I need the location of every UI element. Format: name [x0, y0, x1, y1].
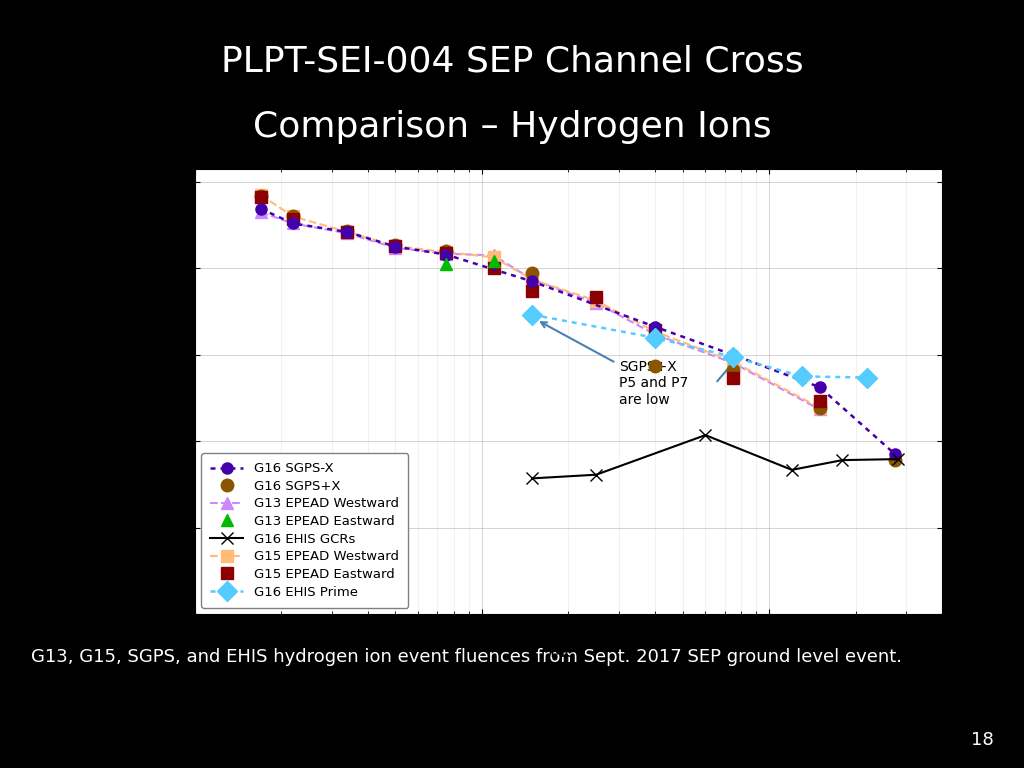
G15 EPEAD Westward	[727, 357, 739, 366]
G15 EPEAD Eastward	[487, 264, 500, 273]
G15 EPEAD Eastward	[439, 248, 452, 257]
G16 SGPS-X	[648, 322, 660, 331]
Text: PLPT-SEI-004 SEP Channel Cross: PLPT-SEI-004 SEP Channel Cross	[221, 45, 803, 78]
Line: G16 EHIS Prime: G16 EHIS Prime	[525, 308, 874, 385]
G15 EPEAD Eastward	[341, 227, 353, 237]
G16 EHIS GCRs	[526, 474, 539, 483]
G16 SGPS+X	[255, 191, 267, 200]
G15 EPEAD Westward	[813, 403, 825, 412]
G15 EPEAD Eastward	[813, 396, 825, 406]
G16 SGPS+X	[889, 455, 901, 464]
G16 EHIS GCRs	[590, 470, 602, 479]
Line: G13 EPEAD Westward: G13 EPEAD Westward	[255, 207, 825, 415]
G15 EPEAD Eastward	[727, 373, 739, 382]
G13 EPEAD Westward	[813, 405, 825, 414]
Line: G16 EHIS GCRs: G16 EHIS GCRs	[526, 429, 904, 485]
G16 SGPS-X	[341, 227, 353, 237]
Line: G13 EPEAD Eastward: G13 EPEAD Eastward	[439, 255, 500, 270]
G15 EPEAD Westward	[590, 296, 602, 305]
G16 SGPS+X	[287, 212, 299, 221]
G16 SGPS-X	[526, 277, 539, 286]
G16 SGPS-X	[889, 450, 901, 459]
G16 SGPS+X	[389, 240, 401, 250]
G16 EHIS Prime	[861, 373, 873, 382]
G16 SGPS+X	[439, 247, 452, 256]
Title: Hydrogen fluence 20170910 16UT - 20170914 18 UT: Hydrogen fluence 20170910 16UT - 2017091…	[348, 144, 788, 162]
G16 SGPS+X	[648, 362, 660, 371]
G15 EPEAD Eastward	[287, 214, 299, 223]
Legend: G16 SGPS-X, G16 SGPS+X, G13 EPEAD Westward, G13 EPEAD Eastward, G16 EHIS GCRs, G: G16 SGPS-X, G16 SGPS+X, G13 EPEAD Westwa…	[201, 453, 409, 607]
G16 EHIS GCRs	[837, 455, 849, 465]
G16 SGPS-X	[255, 204, 267, 214]
G15 EPEAD Westward	[389, 241, 401, 250]
G15 EPEAD Eastward	[648, 326, 660, 335]
G15 EPEAD Westward	[487, 253, 500, 262]
Line: G15 EPEAD Eastward: G15 EPEAD Eastward	[255, 190, 826, 408]
G16 SGPS-X	[287, 219, 299, 228]
G15 EPEAD Eastward	[526, 286, 539, 296]
G15 EPEAD Westward	[341, 227, 353, 237]
G13 EPEAD Westward	[287, 219, 299, 228]
X-axis label: MeV: MeV	[549, 644, 588, 661]
G16 SGPS-X	[389, 242, 401, 251]
G16 EHIS Prime	[727, 353, 739, 362]
Text: Comparison – Hydrogen Ions: Comparison – Hydrogen Ions	[253, 111, 771, 144]
G15 EPEAD Eastward	[590, 293, 602, 302]
G13 EPEAD Westward	[389, 243, 401, 253]
G16 EHIS GCRs	[892, 455, 904, 464]
G15 EPEAD Westward	[255, 190, 267, 200]
G16 EHIS GCRs	[785, 465, 798, 475]
G13 EPEAD Westward	[727, 359, 739, 368]
G13 EPEAD Eastward	[487, 257, 500, 266]
Line: G15 EPEAD Westward: G15 EPEAD Westward	[255, 190, 825, 413]
G16 SGPS-X	[727, 350, 739, 359]
G15 EPEAD Westward	[526, 275, 539, 284]
G13 EPEAD Eastward	[439, 259, 452, 268]
Text: 18: 18	[971, 731, 993, 750]
G15 EPEAD Eastward	[389, 241, 401, 250]
G16 SGPS+X	[526, 268, 539, 277]
G13 EPEAD Westward	[255, 207, 267, 217]
G16 EHIS Prime	[526, 310, 539, 319]
Line: G16 SGPS-X: G16 SGPS-X	[255, 204, 901, 460]
G15 EPEAD Eastward	[255, 192, 267, 201]
Text: SGPS+X
P5 and P7
are low: SGPS+X P5 and P7 are low	[541, 323, 688, 406]
G13 EPEAD Westward	[341, 229, 353, 238]
G15 EPEAD Westward	[439, 247, 452, 257]
G16 EHIS Prime	[796, 372, 808, 381]
G13 EPEAD Westward	[526, 275, 539, 284]
G13 EPEAD Westward	[590, 298, 602, 307]
G16 SGPS+X	[813, 404, 825, 413]
G13 EPEAD Westward	[439, 249, 452, 258]
G16 SGPS+X	[341, 226, 353, 235]
Y-axis label: 1/(cm**2 sr MeV): 1/(cm**2 sr MeV)	[136, 326, 151, 458]
G13 EPEAD Westward	[487, 251, 500, 260]
G16 SGPS-X	[439, 250, 452, 259]
G15 EPEAD Westward	[287, 212, 299, 221]
G13 EPEAD Westward	[648, 329, 660, 339]
Text: G13, G15, SGPS, and EHIS hydrogen ion event fluences from Sept. 2017 SEP ground : G13, G15, SGPS, and EHIS hydrogen ion ev…	[31, 648, 902, 667]
G16 SGPS-X	[813, 382, 825, 392]
G16 SGPS+X	[727, 366, 739, 375]
G16 EHIS GCRs	[699, 431, 712, 440]
G15 EPEAD Westward	[648, 327, 660, 336]
G16 EHIS Prime	[648, 333, 660, 343]
Line: G16 SGPS+X: G16 SGPS+X	[255, 190, 901, 466]
